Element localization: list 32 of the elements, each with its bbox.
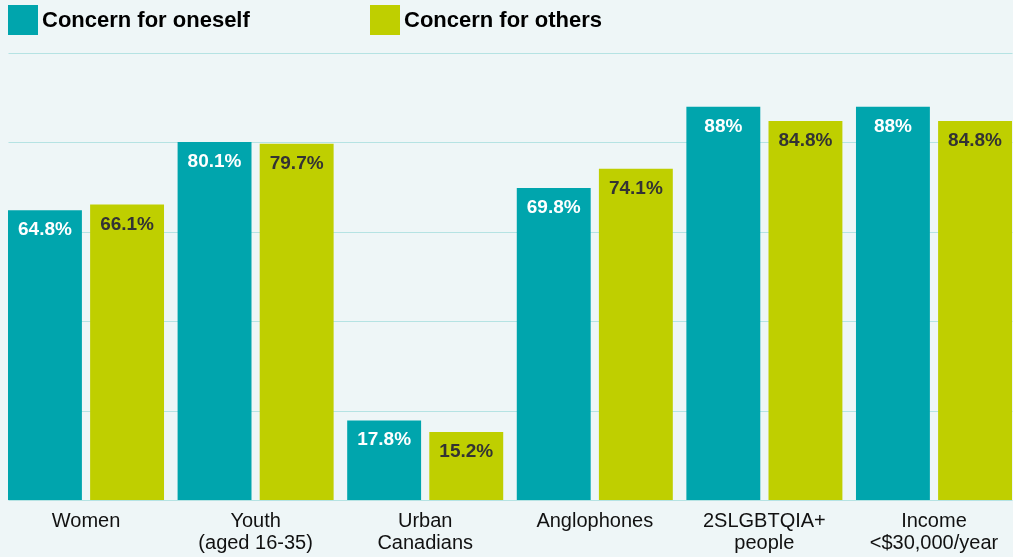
data-label: 84.8% xyxy=(778,128,833,150)
bar xyxy=(347,420,422,500)
bar xyxy=(259,143,334,500)
bar xyxy=(516,187,591,500)
bar xyxy=(90,204,165,500)
bar xyxy=(768,120,843,500)
x-tick-label: Women xyxy=(51,508,121,531)
data-label: 64.8% xyxy=(18,218,72,240)
x-tick-label: 2SLGBTQIA+ people xyxy=(702,508,826,553)
x-tick-label: Urban Canadians xyxy=(377,508,474,553)
data-label: 88% xyxy=(873,114,913,136)
bar xyxy=(8,210,82,500)
x-tick-label: Anglophones xyxy=(536,508,654,531)
bar xyxy=(855,106,930,500)
data-label: 74.1% xyxy=(608,176,663,198)
data-label: 17.8% xyxy=(357,428,412,450)
data-label: 84.8% xyxy=(948,128,1003,150)
bar xyxy=(429,432,504,500)
bar xyxy=(686,106,761,500)
x-tick-label: Youth (aged 16-35) xyxy=(198,508,313,553)
x-tick-label: Income <$30,000/year xyxy=(869,508,999,553)
bar xyxy=(177,141,252,500)
data-label: 88% xyxy=(704,114,743,136)
data-label: 80.1% xyxy=(187,149,242,171)
bar xyxy=(598,168,673,500)
legend-label: Concern for oneself xyxy=(42,7,251,32)
legend-label: Concern for others xyxy=(404,7,603,32)
data-label: 79.7% xyxy=(269,151,324,173)
data-label: 66.1% xyxy=(100,212,155,234)
data-label: 15.2% xyxy=(439,440,494,462)
data-label: 69.8% xyxy=(526,195,581,217)
bar xyxy=(938,120,1012,500)
